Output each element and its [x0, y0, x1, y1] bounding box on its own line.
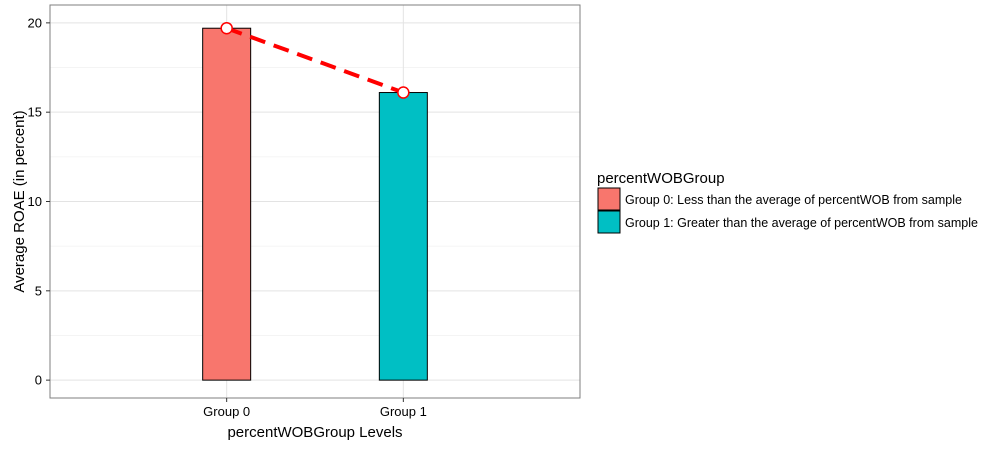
legend-key	[597, 187, 621, 211]
bars	[202, 27, 428, 381]
axes: 0 5 10 15 20 Group 0 Group 1	[28, 15, 427, 419]
trend-line-path	[225, 26, 405, 95]
legend-label: Group 0: Less than the average of percen…	[625, 193, 962, 207]
y-tick-label: 15	[28, 105, 42, 120]
legend-label: Group 1: Greater than the average of per…	[625, 216, 978, 230]
bar	[378, 92, 428, 381]
x-axis-title: percentWOBGroup Levels	[227, 424, 402, 441]
y-tick-label: 5	[35, 283, 42, 298]
grid	[50, 5, 580, 398]
x-tick-label: Group 1	[380, 404, 427, 419]
legend-title: percentWOBGroup	[597, 170, 725, 187]
legend: percentWOBGroup Group 0: Less than the a…	[597, 170, 978, 234]
legend-key	[597, 210, 621, 234]
y-tick-label: 10	[28, 194, 42, 209]
trend-point	[220, 21, 233, 35]
trend-line	[220, 21, 410, 99]
x-tick-label: Group 0	[203, 404, 250, 419]
bar	[202, 27, 252, 381]
y-axis-title: Average ROAE (in percent)	[11, 110, 28, 292]
y-tick-label: 20	[28, 15, 42, 30]
trend-point	[397, 86, 410, 99]
y-tick-label: 0	[35, 373, 42, 388]
